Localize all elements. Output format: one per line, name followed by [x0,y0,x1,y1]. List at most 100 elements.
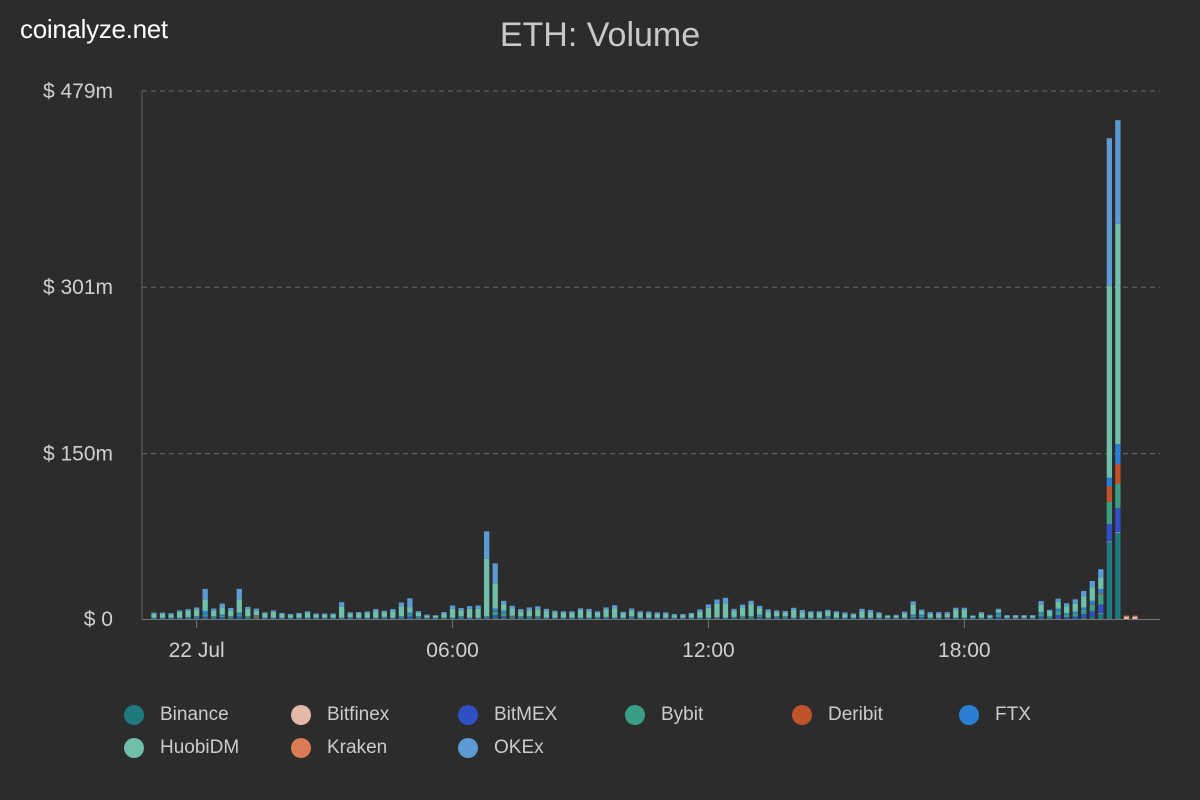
bar-segment-ftx[interactable] [475,617,481,619]
bar-segment-bybit[interactable] [202,614,208,617]
bar-segment-ftx[interactable] [1021,617,1027,619]
bar-segment-okex[interactable] [296,612,302,615]
bar-segment-binance[interactable] [1046,618,1053,620]
bar-segment-bitmex[interactable] [577,618,584,619]
bar-segment-bitmex[interactable] [364,618,370,619]
bar-segment-okex[interactable] [253,608,260,611]
bar-segment-huobidm[interactable] [330,614,336,618]
bar-segment-okex[interactable] [159,612,166,615]
bar-segment-okex[interactable] [748,600,754,605]
bar-segment-okex[interactable] [466,606,473,609]
bar-segment-bitmex[interactable] [620,618,626,619]
bar-segment-ftx[interactable] [1029,617,1036,619]
bar-segment-deribit[interactable] [492,611,498,612]
bar-segment-huobidm[interactable] [475,608,481,618]
bar-segment-ftx[interactable] [194,616,200,617]
bar-segment-bitmex[interactable] [893,618,899,619]
bar-segment-huobidm[interactable] [731,610,737,617]
bar-segment-binance[interactable] [501,617,507,619]
bar-segment-bitmex[interactable] [398,617,405,619]
bar-segment-okex[interactable] [1106,138,1112,286]
bar-segment-huobidm[interactable] [739,607,746,617]
bar-segment-huobidm[interactable] [953,609,959,618]
bar-segment-bitmex[interactable] [526,617,532,619]
bar-segment-ftx[interactable] [953,617,959,619]
bar-segment-ftx[interactable] [876,617,882,619]
bar-segment-binance[interactable] [603,618,609,619]
bar-segment-huobidm[interactable] [987,615,993,618]
bar-segment-okex[interactable] [1004,615,1010,617]
bar-segment-ftx[interactable] [509,615,515,617]
legend-item-kraken[interactable]: Kraken [291,731,458,764]
bar-segment-okex[interactable] [637,611,643,613]
bar-segment-huobidm[interactable] [910,604,916,615]
bar-segment-okex[interactable] [629,608,635,611]
bar-segment-bitmex[interactable] [304,618,311,619]
bar-segment-bitmex[interactable] [475,618,481,619]
bar-segment-ftx[interactable] [373,617,379,619]
bar-segment-deribit[interactable] [253,615,260,617]
bar-segment-bybit[interactable] [603,617,609,619]
bar-segment-okex[interactable] [441,612,447,614]
bar-segment-huobidm[interactable] [756,608,763,615]
bar-segment-huobidm[interactable] [270,611,277,618]
bar-segment-ftx[interactable] [236,612,242,615]
bar-segment-ftx[interactable] [774,616,780,617]
bar-segment-kraken[interactable] [1132,615,1138,617]
bar-segment-ftx[interactable] [407,612,413,615]
bar-segment-huobidm[interactable] [671,615,677,618]
bar-segment-bitmex[interactable] [748,617,754,619]
bar-segment-okex[interactable] [236,588,242,600]
bar-segment-bitmex[interactable] [509,617,515,619]
bar-segment-huobidm[interactable] [1064,606,1070,614]
bar-segment-bybit[interactable] [919,615,925,618]
bar-segment-okex[interactable] [782,610,788,613]
bar-segment-huobidm[interactable] [194,609,200,617]
bar-segment-bitmex[interactable] [944,618,950,619]
bar-segment-ftx[interactable] [398,616,405,617]
bar-segment-okex[interactable] [791,607,797,610]
bar-segment-ftx[interactable] [1098,589,1104,594]
bar-segment-ftx[interactable] [159,617,166,619]
bar-segment-bybit[interactable] [1115,483,1121,509]
bar-segment-ftx[interactable] [680,617,686,619]
bar-segment-binance[interactable] [484,618,490,619]
bar-segment-binance[interactable] [407,618,413,619]
bar-segment-deribit[interactable] [1098,593,1104,595]
bar-segment-bitmex[interactable] [424,618,430,619]
bar-segment-ftx[interactable] [884,617,891,619]
bar-segment-huobidm[interactable] [663,614,669,618]
bar-segment-bybit[interactable] [1089,604,1095,612]
bar-segment-bitmex[interactable] [1038,616,1044,619]
bar-segment-binance[interactable] [731,618,737,619]
bar-segment-okex[interactable] [611,605,618,609]
bar-segment-bitmex[interactable] [347,618,353,619]
bar-segment-bitfinex[interactable] [1132,616,1138,619]
bar-segment-bitmex[interactable] [654,618,660,619]
bar-segment-bitmex[interactable] [552,618,558,619]
bar-segment-okex[interactable] [458,607,464,611]
bar-segment-ftx[interactable] [245,616,251,617]
bar-segment-okex[interactable] [552,610,558,613]
bar-segment-ftx[interactable] [671,617,677,619]
bar-segment-ftx[interactable] [381,616,387,618]
bar-segment-ftx[interactable] [842,617,848,619]
bar-segment-okex[interactable] [509,605,515,609]
bar-segment-huobidm[interactable] [501,604,507,611]
bar-segment-okex[interactable] [577,608,584,611]
bar-segment-ftx[interactable] [432,617,439,619]
bar-segment-okex[interactable] [569,611,575,613]
bar-segment-huobidm[interactable] [458,610,464,617]
bar-segment-bitmex[interactable] [697,618,703,619]
bar-segment-bitmex[interactable] [296,618,302,619]
bar-segment-bitmex[interactable] [842,618,848,619]
bar-segment-okex[interactable] [424,614,430,616]
bar-segment-huobidm[interactable] [509,608,515,616]
bar-segment-ftx[interactable] [731,616,737,618]
bar-segment-okex[interactable] [262,612,268,614]
bar-segment-okex[interactable] [603,607,609,610]
bar-segment-binance[interactable] [219,618,225,619]
bar-segment-okex[interactable] [970,615,976,617]
bar-segment-bitmex[interactable] [808,618,814,619]
bar-segment-binance[interactable] [185,618,191,619]
